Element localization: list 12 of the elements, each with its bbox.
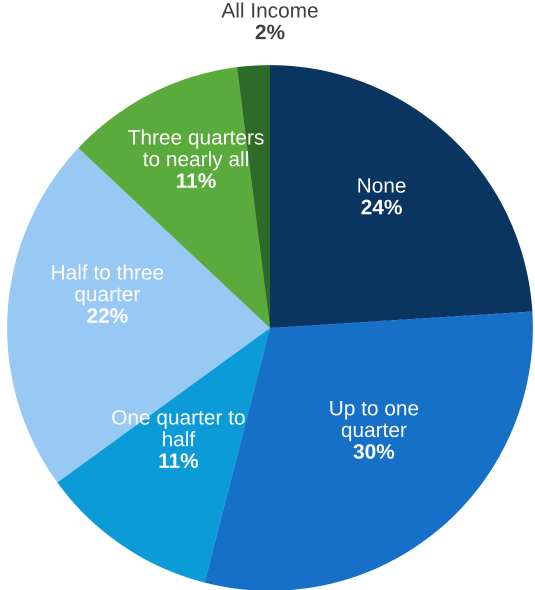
data-label: 22%	[87, 308, 128, 323]
slice-label: Up to one quarter	[330, 400, 418, 442]
data-label: 11%	[177, 173, 216, 188]
slice-label: Half to three quarter	[52, 264, 164, 306]
slice-label: All Income	[221, 2, 318, 18]
data-label: 2%	[256, 24, 285, 40]
data-label: 11%	[159, 453, 198, 468]
slice-label: One quarter to half	[112, 410, 245, 446]
data-label: 24%	[361, 200, 402, 214]
data-label: 30%	[354, 444, 394, 459]
slice-label: Three quarters to nearly all	[128, 129, 264, 170]
slice-label: None	[358, 178, 406, 193]
